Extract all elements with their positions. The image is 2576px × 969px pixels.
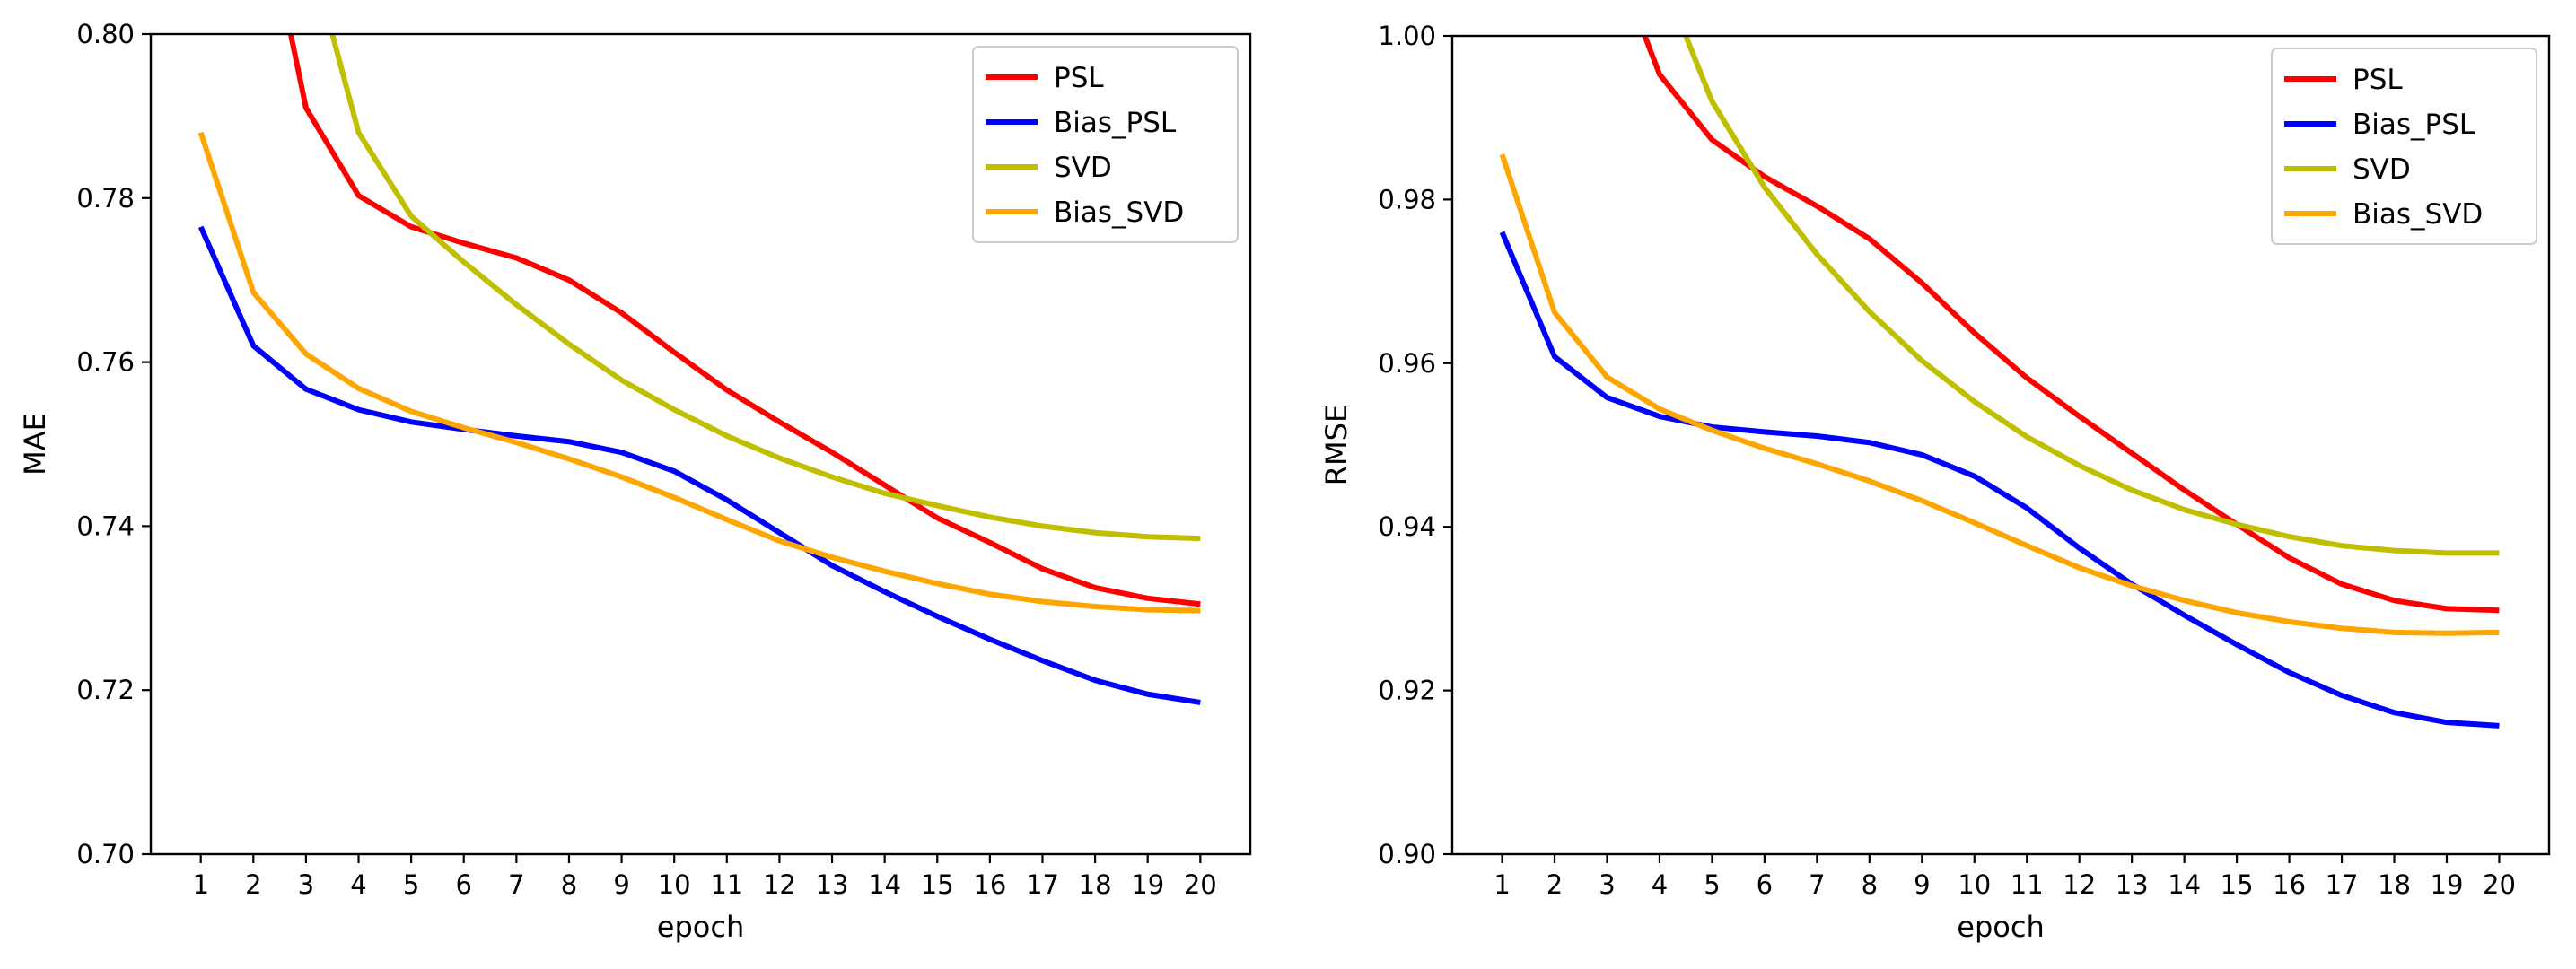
x-tick-label: 8	[561, 869, 577, 900]
x-tick-label: 3	[1599, 869, 1615, 900]
x-tick-label: 17	[1026, 869, 1059, 900]
legend-label: PSL	[2353, 64, 2403, 96]
x-tick-label: 8	[1862, 869, 1878, 900]
x-tick-label: 6	[1757, 869, 1773, 900]
x-tick-label: 2	[245, 869, 261, 900]
y-tick-label: 0.96	[1378, 348, 1436, 379]
y-tick-label: 0.74	[76, 511, 135, 541]
y-tick-label: 0.80	[76, 19, 135, 49]
series-line-psl	[1642, 36, 2500, 614]
x-tick-label: 17	[2326, 869, 2359, 900]
x-tick-label: 3	[298, 869, 314, 900]
legend: PSL Bias_PSL SVD Bias_SVD	[2271, 48, 2537, 245]
x-tick-label: 7	[508, 869, 524, 900]
x-tick-label: 20	[2483, 869, 2516, 900]
x-tick-label: 4	[350, 869, 366, 900]
plot-frame	[149, 32, 1252, 856]
series-line-psl	[287, 34, 1201, 607]
legend-label: Bias_SVD	[1054, 196, 1184, 229]
legend-label: Bias_PSL	[2353, 109, 2475, 141]
x-tick-label: 19	[2431, 869, 2464, 900]
y-axis-label: MAE	[18, 413, 52, 476]
y-tick-label: 0.90	[1378, 839, 1436, 869]
x-tick-label: 11	[710, 869, 743, 900]
x-tick-label: 10	[658, 869, 691, 900]
x-tick-label: 11	[2011, 869, 2044, 900]
series-line-svd	[1682, 36, 2500, 556]
series-line-svd	[329, 34, 1201, 542]
legend-label: SVD	[1054, 152, 1112, 184]
x-tick-label: 15	[2221, 869, 2254, 900]
x-tick-label: 16	[973, 869, 1006, 900]
series-line-bias-psl	[197, 225, 1201, 705]
x-tick-label: 12	[763, 869, 796, 900]
legend-label: Bias_SVD	[2353, 198, 2483, 231]
y-tick-label: 1.00	[1378, 21, 1436, 51]
x-tick-label: 13	[2116, 869, 2149, 900]
x-tick-label: 13	[816, 869, 849, 900]
x-tick-label: 16	[2273, 869, 2306, 900]
chart-panel-2: 1 2 3 4 5 6 7 8 9 10 11 12 13 14 15 16 17 18 19 200.900.920…	[1319, 21, 2551, 944]
x-tick-label: 7	[1809, 869, 1825, 900]
legend-box	[972, 46, 1239, 243]
plot-frame	[1450, 34, 2551, 856]
x-tick-label: 2	[1546, 869, 1563, 900]
x-tick-label: 1	[192, 869, 208, 900]
x-tick-label: 20	[1184, 869, 1217, 900]
x-tick-label: 9	[1914, 869, 1930, 900]
x-tick-label: 4	[1652, 869, 1668, 900]
x-tick-label: 1	[1494, 869, 1510, 900]
x-tick-label: 10	[1958, 869, 1991, 900]
y-tick-label: 0.72	[76, 675, 135, 705]
y-tick-label: 0.76	[76, 347, 135, 378]
y-tick-label: 0.94	[1378, 511, 1436, 542]
x-tick-label: 9	[613, 869, 629, 900]
y-tick-label: 0.70	[76, 839, 135, 869]
x-axis-label: epoch	[657, 910, 744, 944]
legend-label: PSL	[1054, 62, 1104, 94]
x-tick-label: 5	[403, 869, 419, 900]
y-tick-label: 0.92	[1378, 676, 1436, 706]
chart-panel-1: 1 2 3 4 5 6 7 8 9 10 11 12 13 14 15 16 17 18 19 200.700.720…	[18, 19, 1252, 944]
legend-label: Bias_PSL	[1054, 107, 1177, 139]
x-tick-label: 18	[2378, 869, 2411, 900]
legend-label: SVD	[2353, 153, 2411, 186]
x-tick-label: 19	[1131, 869, 1164, 900]
y-tick-label: 0.98	[1378, 184, 1436, 214]
legend-box	[2271, 48, 2537, 245]
series-line-bias-svd	[1499, 153, 2500, 636]
x-tick-label: 12	[2063, 869, 2096, 900]
series-line-bias-psl	[1499, 231, 2500, 729]
x-axis-label: epoch	[1957, 910, 2044, 944]
series-line-bias-svd	[197, 131, 1201, 614]
x-tick-label: 14	[2168, 869, 2201, 900]
x-tick-label: 14	[868, 869, 901, 900]
y-axis-label: RMSE	[1319, 405, 1354, 485]
y-tick-label: 0.78	[76, 183, 135, 214]
x-tick-label: 6	[456, 869, 472, 900]
legend: PSL Bias_PSL SVD Bias_SVD	[972, 46, 1239, 243]
x-tick-label: 15	[921, 869, 954, 900]
x-tick-label: 5	[1704, 869, 1720, 900]
x-tick-label: 18	[1079, 869, 1112, 900]
